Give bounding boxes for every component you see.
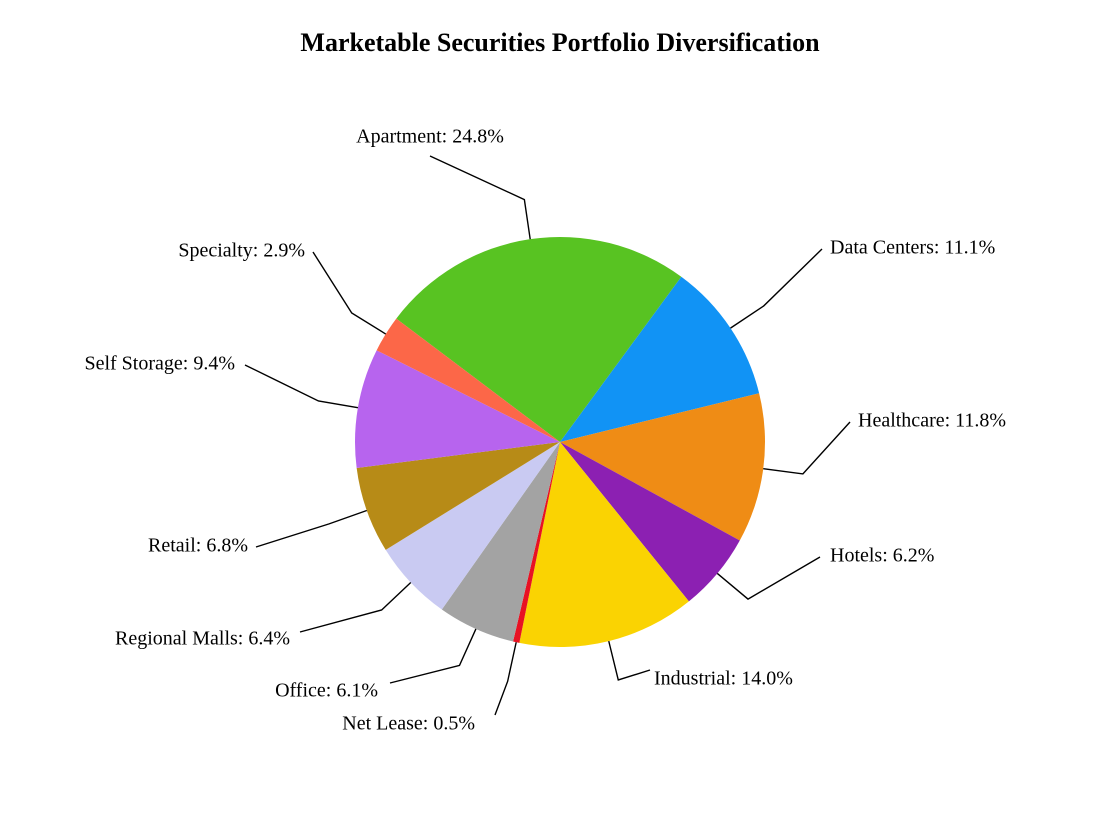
pie-chart-svg: Apartment: 24.8% Data Centers: 11.1% Healt… xyxy=(0,0,1120,814)
chart-container: Marketable Securities Portfolio Diversif… xyxy=(0,0,1120,814)
slice-label: Industrial: 14.0% xyxy=(654,668,793,690)
leader-line xyxy=(717,557,820,599)
slice-label: Retail: 6.8% xyxy=(148,535,248,557)
leader-line xyxy=(245,365,358,408)
slice-label: Regional Malls: 6.4% xyxy=(115,628,290,650)
leader-line xyxy=(256,510,367,547)
leader-line xyxy=(300,583,411,632)
slice-label: Healthcare: 11.8% xyxy=(858,410,1006,432)
leader-line xyxy=(730,249,822,328)
slice-label: Self Storage: 9.4% xyxy=(84,353,235,375)
slice-label: Hotels: 6.2% xyxy=(830,545,934,567)
leader-line xyxy=(390,629,476,683)
slice-label: Data Centers: 11.1% xyxy=(830,237,995,259)
slice-label: Net Lease: 0.5% xyxy=(342,713,475,735)
slice-label: Office: 6.1% xyxy=(275,680,378,702)
slice-label: Apartment: 24.8% xyxy=(356,126,504,148)
leader-line xyxy=(430,156,530,239)
leader-line xyxy=(313,252,386,334)
leader-line xyxy=(495,642,516,715)
leader-line xyxy=(609,641,650,680)
slice-label: Specialty: 2.9% xyxy=(178,240,305,262)
leader-line xyxy=(763,422,850,474)
